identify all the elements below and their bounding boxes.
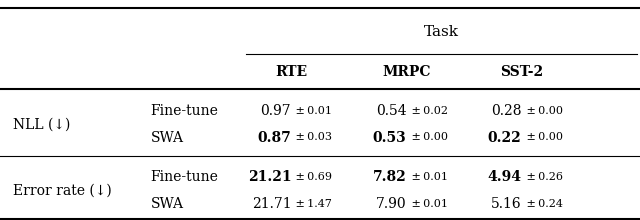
Text: 0.97: 0.97 xyxy=(260,104,291,118)
Text: 0.54: 0.54 xyxy=(376,104,406,118)
Text: 5.16: 5.16 xyxy=(491,196,522,211)
Text: ± 0.00: ± 0.00 xyxy=(523,106,563,116)
Text: RTE: RTE xyxy=(275,64,307,79)
Text: 0.53: 0.53 xyxy=(372,130,406,145)
Text: ± 0.01: ± 0.01 xyxy=(408,172,448,182)
Text: ± 0.03: ± 0.03 xyxy=(292,132,333,143)
Text: SST-2: SST-2 xyxy=(500,64,543,79)
Text: Fine-tune: Fine-tune xyxy=(150,104,218,118)
Text: ± 0.01: ± 0.01 xyxy=(292,106,333,116)
Text: ± 0.01: ± 0.01 xyxy=(408,198,448,209)
Text: 21.71: 21.71 xyxy=(252,196,291,211)
Text: SWA: SWA xyxy=(150,130,184,145)
Text: 0.28: 0.28 xyxy=(491,104,522,118)
Text: ± 0.26: ± 0.26 xyxy=(523,172,563,182)
Text: ± 1.47: ± 1.47 xyxy=(292,198,332,209)
Text: ± 0.02: ± 0.02 xyxy=(408,106,448,116)
Text: 7.82: 7.82 xyxy=(372,170,406,184)
Text: 7.90: 7.90 xyxy=(376,196,406,211)
Text: ± 0.24: ± 0.24 xyxy=(523,198,563,209)
Text: ± 0.69: ± 0.69 xyxy=(292,172,333,182)
Text: SWA: SWA xyxy=(150,196,184,211)
Text: 0.87: 0.87 xyxy=(257,130,291,145)
Text: 4.94: 4.94 xyxy=(488,170,522,184)
Text: ± 0.00: ± 0.00 xyxy=(523,132,563,143)
Text: 0.22: 0.22 xyxy=(488,130,522,145)
Text: Error rate (↓): Error rate (↓) xyxy=(13,183,111,197)
Text: Task: Task xyxy=(424,25,459,39)
Text: ± 0.00: ± 0.00 xyxy=(408,132,448,143)
Text: MRPC: MRPC xyxy=(382,64,431,79)
Text: 21.21: 21.21 xyxy=(248,170,291,184)
Text: Fine-tune: Fine-tune xyxy=(150,170,218,184)
Text: NLL (↓): NLL (↓) xyxy=(13,117,70,131)
